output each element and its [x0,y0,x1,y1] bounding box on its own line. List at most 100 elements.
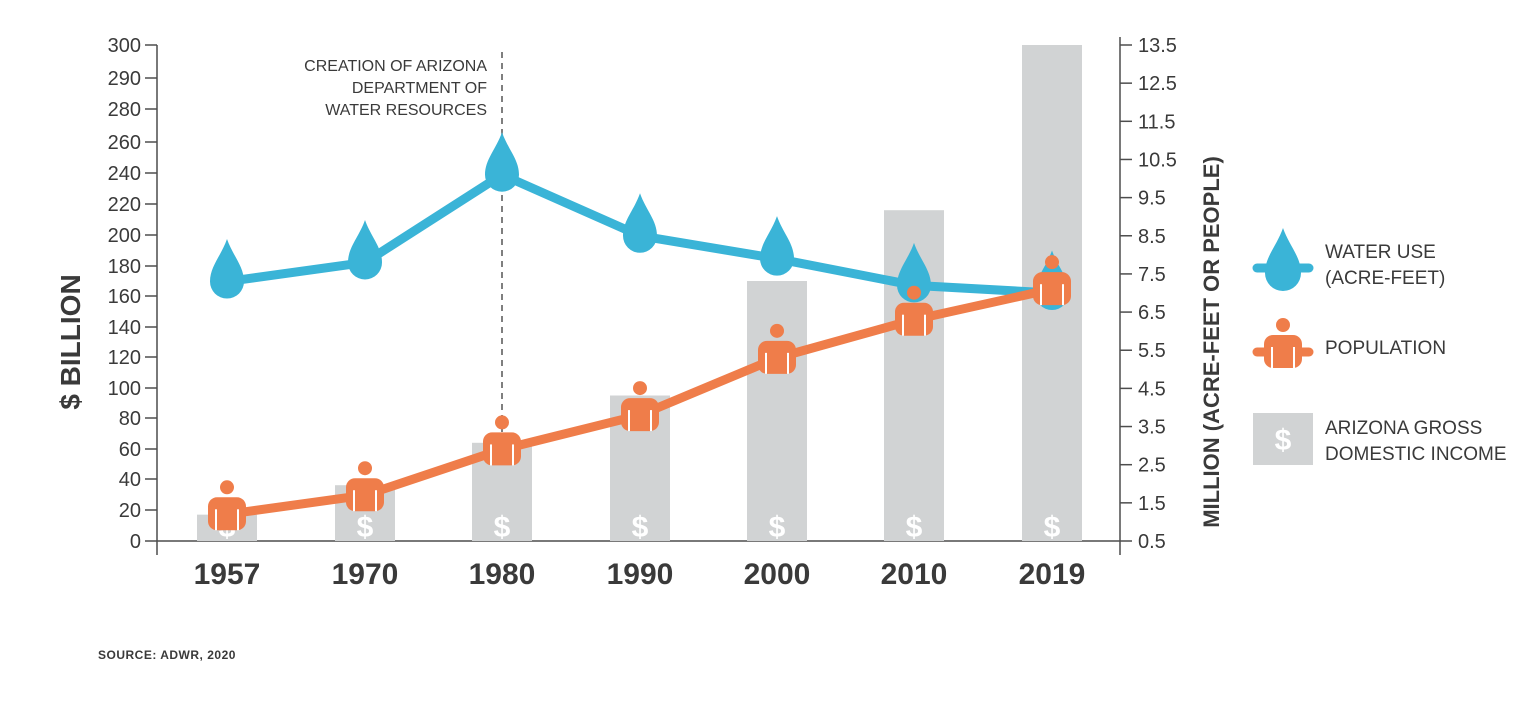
annotation-text: CREATION OF ARIZONA [304,58,487,75]
left-tick-label: 280 [108,99,141,121]
x-tick-label: 2019 [1019,558,1086,591]
legend-label-gdi: ARIZONA GROSS [1325,418,1482,439]
right-tick-label: 8.5 [1138,226,1166,248]
person-head [1276,318,1290,332]
person-head [1045,255,1059,270]
left-tick-label: 290 [108,68,141,90]
person-icon [208,480,246,531]
right-tick-label: 0.5 [1138,531,1166,553]
right-tick-label: 2.5 [1138,455,1166,477]
x-tick-label: 1970 [332,558,399,591]
x-tick-label: 1980 [469,558,536,591]
water-drop-shape [485,132,519,192]
left-tick-label: 180 [108,256,141,278]
right-tick-label: 1.5 [1138,493,1166,515]
right-tick-label: 12.5 [1138,73,1177,95]
person-head [907,285,921,300]
right-tick-label: 6.5 [1138,302,1166,324]
legend-label-water-use: WATER USE [1325,242,1436,263]
water-drop-shape [348,219,382,280]
person-icon [621,381,659,432]
left-axis-title: $ BILLION [55,274,86,409]
person-icon [346,461,384,512]
person-head [633,381,647,396]
person-body [758,340,796,374]
person-body [895,302,933,336]
bar-dollar-icon: $ [769,511,786,544]
water-drop-shape [897,242,931,303]
person-icon [1033,255,1071,306]
left-tick-label: 120 [108,347,141,369]
legend-label-population: POPULATION [1325,338,1446,359]
water-drop-icon [210,239,244,299]
bar-dollar-icon: $ [632,511,649,544]
right-tick-label: 10.5 [1138,149,1177,171]
right-tick-label: 11.5 [1138,111,1175,133]
right-tick-label: 9.5 [1138,188,1166,210]
left-tick-label: 300 [108,35,141,57]
bar-dollar-icon: $ [494,511,511,544]
bar [747,281,807,541]
person-icon [758,323,796,374]
person-body [208,497,246,531]
annotation: CREATION OF ARIZONA DEPARTMENT OF WATER RE… [304,52,503,440]
person-icon [483,415,521,466]
person-body [1033,272,1071,306]
left-tick-label: 20 [119,500,141,522]
person-body [621,398,659,432]
person-head [358,461,372,476]
person-icon [895,285,933,336]
x-tick-label: 2010 [881,558,948,591]
water-drop-icon [348,219,382,280]
source-note: SOURCE: ADWR, 2020 [98,648,236,662]
person-head [770,323,784,338]
left-tick-label: 60 [119,439,141,461]
water-drop-shape [623,193,657,253]
left-tick-label: 220 [108,194,141,216]
annotation-text: DEPARTMENT OF [352,80,487,97]
left-tick-label: 80 [119,408,141,430]
legend-water-drop-icon [1265,228,1301,291]
right-tick-label: 4.5 [1138,378,1166,400]
legend-gdi-swatch [1253,413,1313,465]
right-axis-title: MILLION (ACRE-FEET OR PEOPLE) [1199,156,1224,528]
x-tick-label: 2000 [744,558,811,591]
annotation-text: WATER RESOURCES [325,102,487,119]
person-body [483,432,521,466]
person-body [346,478,384,512]
x-tick-label: 1957 [194,558,261,591]
right-tick-label: 13.5 [1138,35,1177,57]
legend-label-gdi: DOMESTIC INCOME [1325,444,1507,465]
right-tick-label: 5.5 [1138,340,1166,362]
x-tick-label: 1990 [607,558,674,591]
left-tick-label: 200 [108,225,141,247]
person-head [495,415,509,430]
bar-dollar-icon: $ [906,511,923,544]
right-tick-label: 7.5 [1138,264,1166,286]
water-drop-shape [210,239,244,299]
bars: $$$$$$$ [197,45,1082,544]
left-tick-label: 240 [108,163,141,185]
series-population [208,255,1071,531]
legend: WATER USE (ACRE-FEET) POPULATION $ ARIZONA G… [1252,228,1507,465]
left-tick-label: 260 [108,132,141,154]
bar-dollar-icon: $ [357,511,374,544]
water-drop-icon [897,242,931,303]
water-drop-icon [485,132,519,192]
person-head [220,480,234,495]
bar-dollar-icon: $ [1044,511,1061,544]
water-drop-shape [760,216,794,276]
legend-label-water-use: (ACRE-FEET) [1325,268,1445,289]
person-body [1264,335,1302,368]
left-tick-label: 100 [108,378,141,400]
water-drop-icon [623,193,657,253]
left-tick-label: 40 [119,469,141,491]
right-tick-label: 3.5 [1138,417,1166,439]
left-tick-label: 140 [108,317,141,339]
legend-person-icon [1264,318,1302,368]
left-tick-label: 0 [130,531,141,553]
legend-dollar-icon: $ [1275,424,1292,457]
water-drop-shape [1265,228,1301,291]
axes: 0 20 40 60 80 100 120 140 160 180 200 220 240 260 280 2… [55,35,1224,591]
